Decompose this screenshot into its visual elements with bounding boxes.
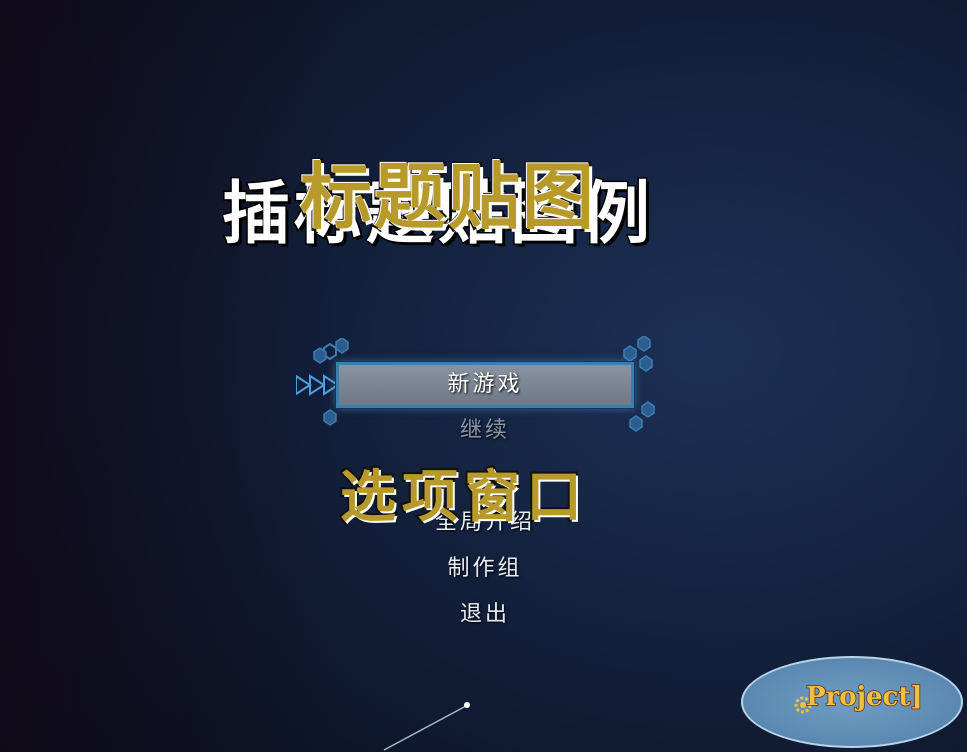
options-window-label: 选项窗口 <box>338 463 588 532</box>
menu-item-credits[interactable]: 制作组 <box>447 556 523 581</box>
main-menu: 新游戏 继续 全局介绍 制作组 退出 <box>336 362 634 638</box>
hex-decoration-right <box>623 336 655 432</box>
project-logo-text: Project] <box>805 681 923 713</box>
light-streak-decoration <box>383 702 470 751</box>
hex-decoration-left <box>313 338 349 426</box>
gear-icon <box>794 696 812 714</box>
project-logo-badge <box>741 656 963 748</box>
title-image-back-text: 插标题贴图例 <box>220 174 655 256</box>
menu-item-continue[interactable]: 继续 <box>459 418 510 443</box>
title-image-front-text: 标题贴图 <box>298 153 597 241</box>
menu-item-exit[interactable]: 退出 <box>459 602 510 627</box>
selection-arrow-icon <box>296 374 340 396</box>
menu-item-global-intro[interactable]: 全局介绍 <box>434 510 535 535</box>
menu-item-new-game[interactable]: 新游戏 <box>336 362 634 408</box>
